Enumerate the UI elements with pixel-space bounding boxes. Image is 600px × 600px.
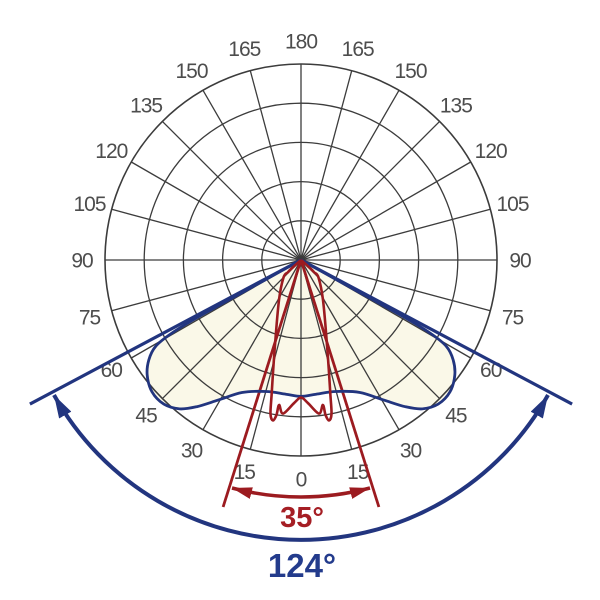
grid-radial: [300, 208, 491, 261]
angle-tick-label: 0: [296, 469, 307, 492]
wide-beam-angle-label: 124°: [268, 547, 336, 584]
grid-radial: [300, 259, 491, 312]
angle-tick-label: 75: [502, 306, 524, 329]
grid-radial: [300, 70, 353, 261]
narrow-beam-angle-marker-line: [299, 259, 381, 508]
angle-tick-label: 15: [234, 461, 256, 484]
angle-tick-label: 30: [400, 439, 422, 462]
angle-tick-label: 105: [496, 193, 528, 216]
angle-tick-label: 120: [475, 140, 507, 163]
angle-arrow-arcs: [52, 394, 550, 542]
narrow-beam-angle-arc: [231, 486, 371, 499]
narrow-beam-angle-marker-line: [221, 259, 303, 508]
angle-tick-label: 165: [342, 38, 374, 61]
angle-tick-label: 75: [79, 306, 101, 329]
grid-radial: [130, 161, 302, 261]
angle-tick-label: 90: [71, 250, 93, 273]
grid-radial: [300, 161, 472, 261]
angle-tick-label: 165: [228, 38, 260, 61]
grid-radial: [300, 89, 400, 261]
angle-tick-label: 45: [135, 404, 157, 427]
grid-radial: [300, 120, 441, 261]
grid-radial: [202, 89, 302, 261]
angle-tick-label: 90: [509, 250, 531, 273]
angle-tick-label: 150: [175, 60, 207, 83]
grid-radial: [111, 208, 302, 261]
angle-tick-labels: 0 151530304545606075759090105105120120135…: [71, 31, 532, 492]
angle-tick-label: 30: [181, 439, 203, 462]
angle-tick-label: 135: [130, 95, 162, 118]
angle-tick-label: 135: [440, 95, 472, 118]
grid-radial: [249, 70, 302, 261]
narrow-beam-angle-label: 35°: [280, 502, 324, 534]
angle-tick-label: 180: [285, 31, 317, 54]
grid-radial: [111, 259, 302, 312]
grid-radial: [161, 259, 302, 400]
angle-tick-label: 45: [445, 404, 467, 427]
grid-radial: [161, 120, 302, 261]
angle-tick-label: 150: [394, 60, 426, 83]
wide-beam-angle-arc: [52, 394, 550, 542]
angle-tick-label: 15: [347, 461, 369, 484]
grid-radial: [300, 259, 441, 400]
angle-tick-label: 120: [95, 140, 127, 163]
angle-tick-label: 105: [73, 193, 105, 216]
